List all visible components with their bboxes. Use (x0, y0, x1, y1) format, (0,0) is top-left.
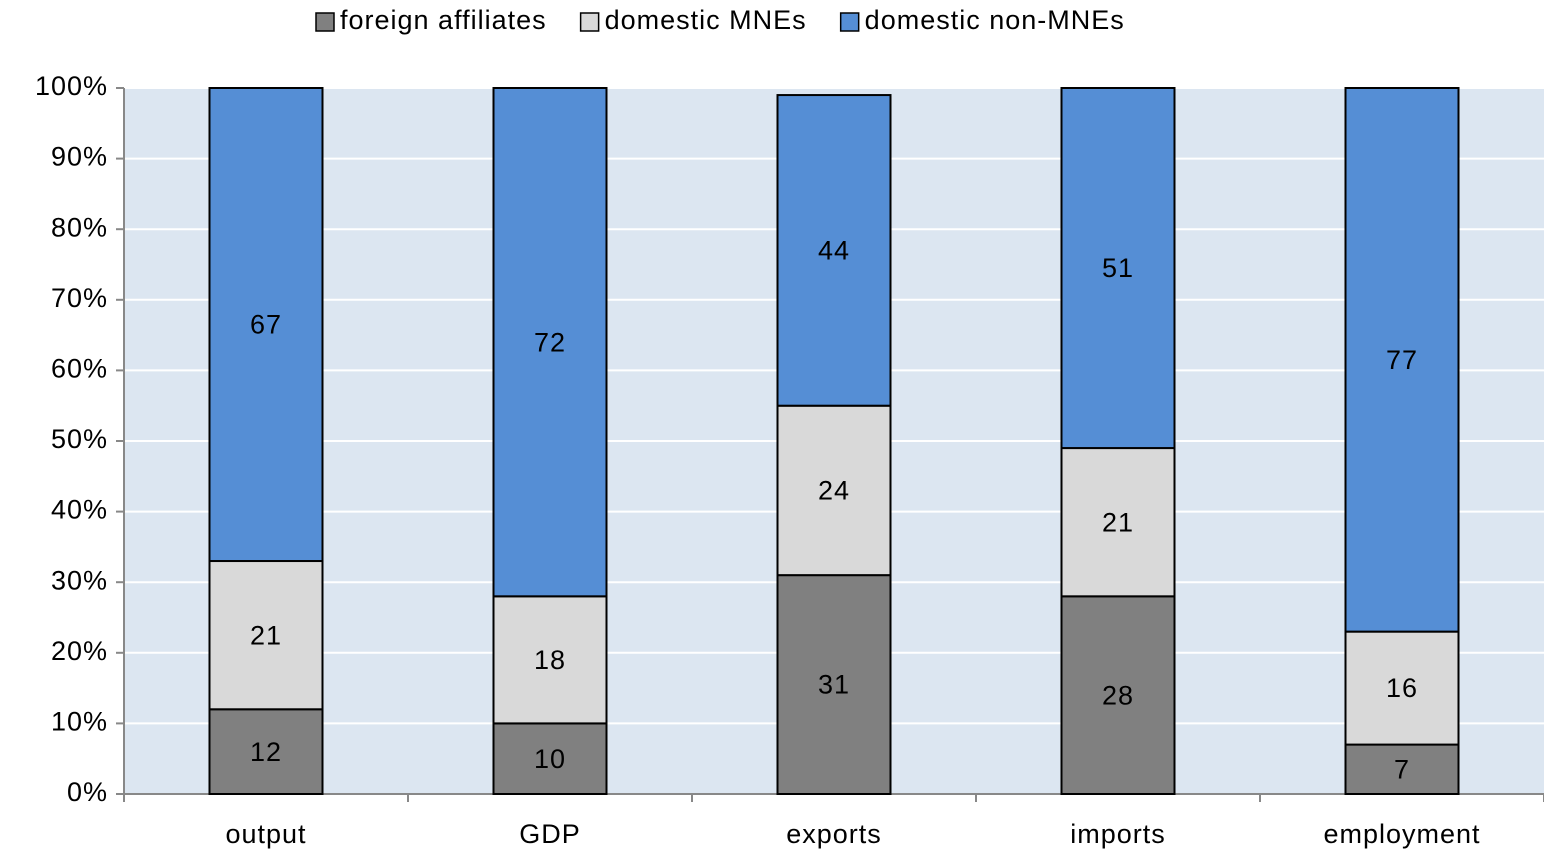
value-label: 12 (250, 737, 282, 767)
legend-label: domestic MNEs (605, 5, 807, 35)
bar-segment (1060, 87, 1176, 450)
value-label: 77 (1386, 345, 1418, 375)
legend-label: foreign affiliates (340, 5, 547, 35)
bar-segment (1344, 743, 1460, 796)
bar-segment (492, 87, 608, 598)
value-label: 31 (818, 670, 850, 700)
y-tick-label: 30% (51, 565, 108, 595)
value-label: 16 (1386, 673, 1418, 703)
value-label: 44 (818, 236, 850, 266)
bar-segment (1344, 630, 1460, 746)
value-label: 72 (534, 327, 566, 357)
value-label: 10 (534, 744, 566, 774)
bar-segment (776, 404, 892, 577)
legend-swatch (315, 12, 335, 32)
y-tick-label: 20% (51, 636, 108, 666)
y-tick-label: 90% (51, 142, 108, 172)
bar-segment (208, 560, 324, 711)
value-label: 67 (250, 310, 282, 340)
x-tick-label: output (225, 819, 306, 849)
y-tick-label: 10% (51, 707, 108, 737)
value-label: 21 (250, 620, 282, 650)
value-label: 7 (1394, 754, 1410, 784)
y-tick-label: 80% (51, 212, 108, 242)
x-tick-label: GDP (519, 819, 581, 849)
bar-segment (776, 94, 892, 407)
legend-swatch (839, 12, 860, 32)
bar-segment (208, 87, 324, 563)
bar-segment (1060, 447, 1176, 598)
value-label: 51 (1102, 253, 1134, 283)
y-tick-label: 0% (67, 777, 108, 807)
y-tick-label: 50% (51, 424, 108, 454)
value-label: 24 (818, 476, 850, 506)
value-label: 21 (1102, 507, 1134, 537)
value-label: 28 (1102, 680, 1134, 710)
y-tick-label: 60% (51, 354, 108, 384)
y-tick-label: 70% (51, 283, 108, 313)
bar-segment (1344, 87, 1460, 633)
legend-label: domestic non-MNEs (865, 5, 1125, 35)
x-tick-label: imports (1070, 819, 1166, 849)
bar-segment (492, 722, 608, 796)
x-tick-label: employment (1323, 819, 1480, 849)
y-tick-label: 100% (35, 71, 108, 101)
bar-segment (1060, 595, 1176, 795)
bar-segment (776, 574, 892, 796)
bar-segment (208, 708, 324, 796)
value-label: 18 (534, 645, 566, 675)
x-tick-label: exports (786, 819, 882, 849)
bar-segment (492, 595, 608, 725)
y-tick-label: 40% (51, 495, 108, 525)
legend-swatch (579, 12, 600, 32)
